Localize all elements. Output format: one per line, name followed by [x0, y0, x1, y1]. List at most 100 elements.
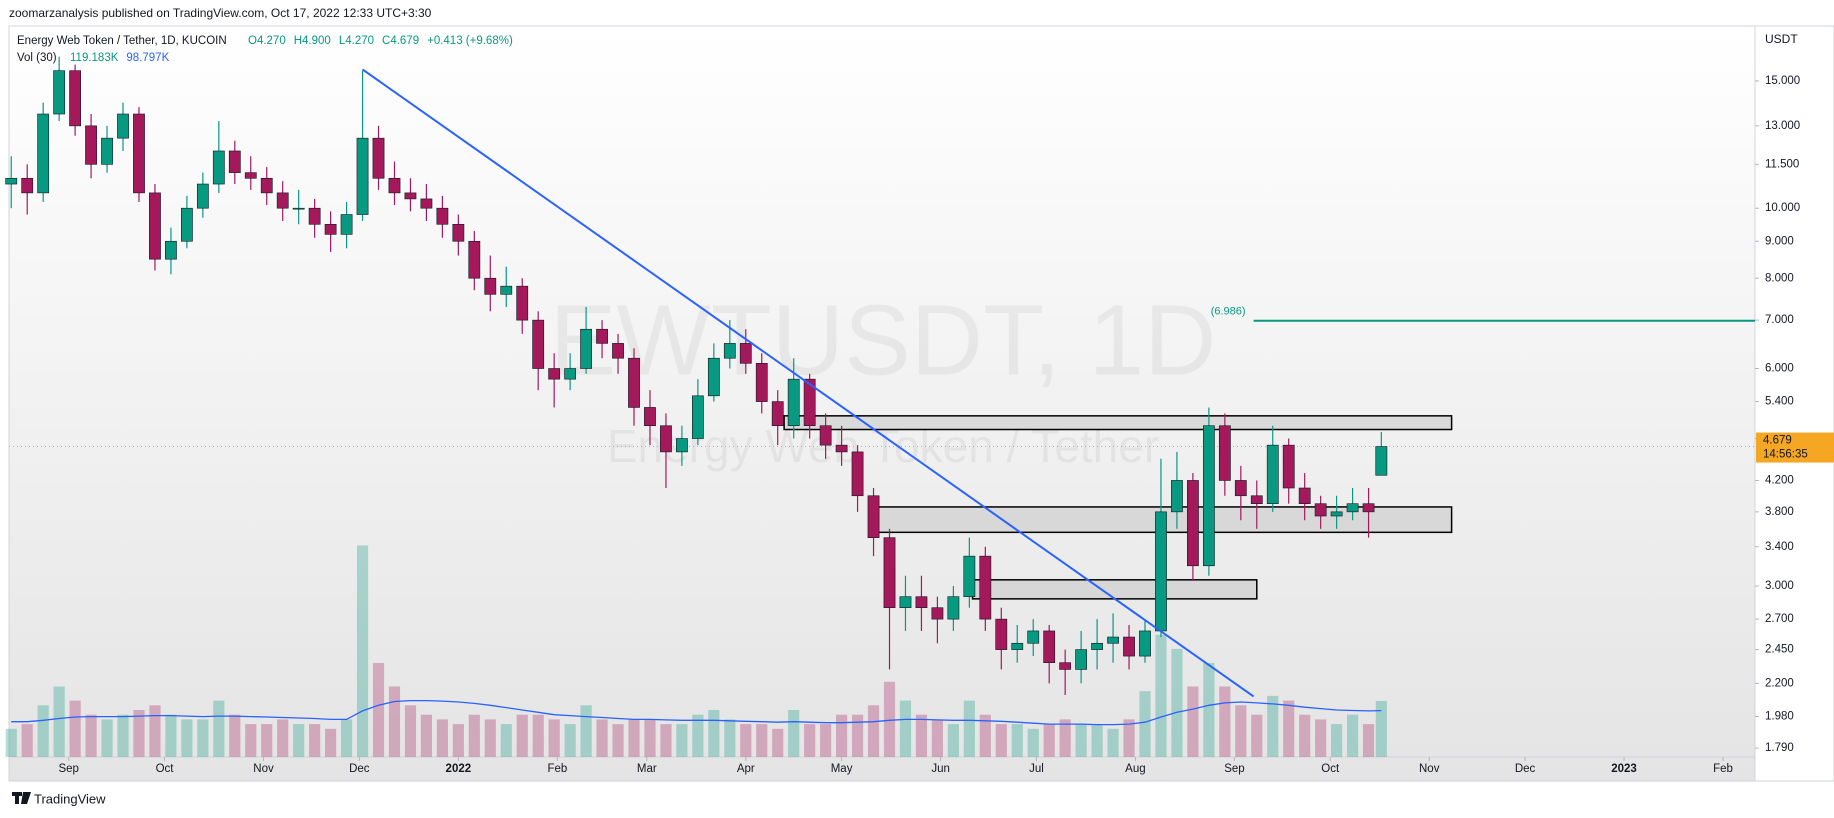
candle-body: [723, 343, 736, 359]
y-tick-label: 5.400: [1765, 396, 1794, 408]
y-tick-label: 8.000: [1765, 272, 1794, 284]
volume-bar: [261, 724, 273, 757]
y-tick-label: 1.980: [1765, 710, 1794, 722]
volume-bar: [420, 714, 433, 757]
y-tick-label: 3.000: [1765, 580, 1794, 592]
x-tick-label: Aug: [1125, 763, 1145, 775]
candle-body: [244, 172, 257, 179]
volume-bar: [1283, 700, 1295, 757]
candle-body: [1282, 444, 1295, 489]
volume-bar: [1331, 724, 1343, 757]
candle-body: [1298, 487, 1311, 505]
volume-bar: [309, 724, 321, 757]
volume-bar: [404, 705, 417, 757]
candle-body: [819, 425, 832, 446]
footer-brand: TradingView: [34, 791, 106, 806]
volume-bar: [883, 681, 896, 757]
candle-body: [85, 125, 97, 165]
candle-body: [308, 207, 321, 225]
y-tick-label: 13.000: [1765, 120, 1800, 132]
candle-body: [835, 444, 848, 453]
x-tick-label: Sep: [58, 763, 78, 775]
volume-bar: [963, 700, 975, 757]
volume-title: Vol (30): [17, 52, 57, 64]
candle-body: [69, 70, 81, 127]
volume-bar: [1139, 691, 1151, 757]
candle-body: [436, 207, 449, 225]
y-tick-label: 11.500: [1765, 158, 1799, 170]
candle-body: [612, 343, 624, 359]
candle-body: [165, 240, 177, 260]
level-label: (6.986): [1211, 306, 1246, 318]
volume-bar: [1267, 695, 1279, 757]
volume-bar: [1362, 724, 1375, 757]
candle-body: [260, 177, 273, 194]
volume-bar: [1235, 705, 1247, 757]
y-tick-label: 6.000: [1765, 363, 1794, 375]
volume-bar: [1315, 719, 1327, 757]
candle-body: [532, 319, 545, 369]
candle-body: [133, 113, 145, 194]
candle-body: [628, 357, 640, 408]
x-tick-label: May: [831, 763, 853, 775]
volume-bar: [101, 719, 113, 757]
candle-body: [1011, 642, 1024, 650]
candle-body: [356, 137, 369, 215]
volume-bar: [133, 709, 145, 757]
volume-bar: [340, 719, 353, 757]
candle-body: [1091, 642, 1103, 650]
volume-bar: [69, 700, 81, 757]
candle-body: [149, 192, 161, 260]
volume-bar: [53, 686, 65, 757]
candle-body: [915, 596, 928, 608]
volume-bar: [596, 719, 608, 757]
candle-body: [500, 285, 513, 295]
volume-bar: [756, 724, 768, 757]
price-countdown: 14:56:35: [1763, 449, 1808, 461]
volume-bar: [1299, 714, 1311, 757]
frame: [8, 25, 1834, 782]
candle-body: [995, 618, 1008, 650]
volume-bar: [468, 714, 480, 757]
volume-bar: [548, 719, 560, 757]
logo: [12, 792, 31, 804]
x-tick-label: Jun: [931, 763, 950, 775]
volume-bar: [564, 724, 576, 757]
candle-body: [1330, 511, 1343, 517]
candle-body: [755, 363, 768, 402]
y-tick-label: 7.000: [1765, 314, 1794, 326]
volume-bar: [1187, 686, 1199, 757]
volume-bar: [1203, 662, 1215, 757]
x-tick-label: Oct: [1321, 763, 1340, 775]
candle-body: [196, 183, 209, 209]
volume-bar: [1375, 700, 1387, 757]
volume-bar: [452, 724, 464, 757]
candle-body: [1139, 630, 1151, 657]
candle-body: [1075, 649, 1088, 670]
volume-bar: [1123, 719, 1135, 757]
x-tick-label: Jul: [1029, 763, 1044, 775]
candle-body: [1346, 503, 1359, 513]
volume-bar: [325, 728, 337, 757]
candle-body: [468, 240, 481, 279]
y-tick-label: 3.800: [1765, 506, 1794, 518]
volume-bar: [788, 709, 800, 757]
volume-bar: [532, 714, 544, 757]
x-tick-label: Mar: [637, 763, 657, 775]
volume-bar: [804, 724, 816, 757]
y-tick-label: 3.400: [1765, 541, 1794, 553]
volume-bar: [867, 705, 880, 757]
x-tick-label: Oct: [156, 763, 175, 775]
ohlc-value: C4.679: [382, 35, 419, 47]
volume-bar: [1011, 724, 1023, 757]
candle-body: [388, 177, 401, 194]
volume-bar: [165, 714, 177, 757]
candle-body: [899, 596, 912, 608]
volume-bar: [1171, 648, 1183, 757]
candle-body: [564, 368, 577, 380]
volume-ma: [11, 699, 1382, 726]
trendline: [361, 68, 1255, 698]
volume-bar: [979, 714, 991, 757]
